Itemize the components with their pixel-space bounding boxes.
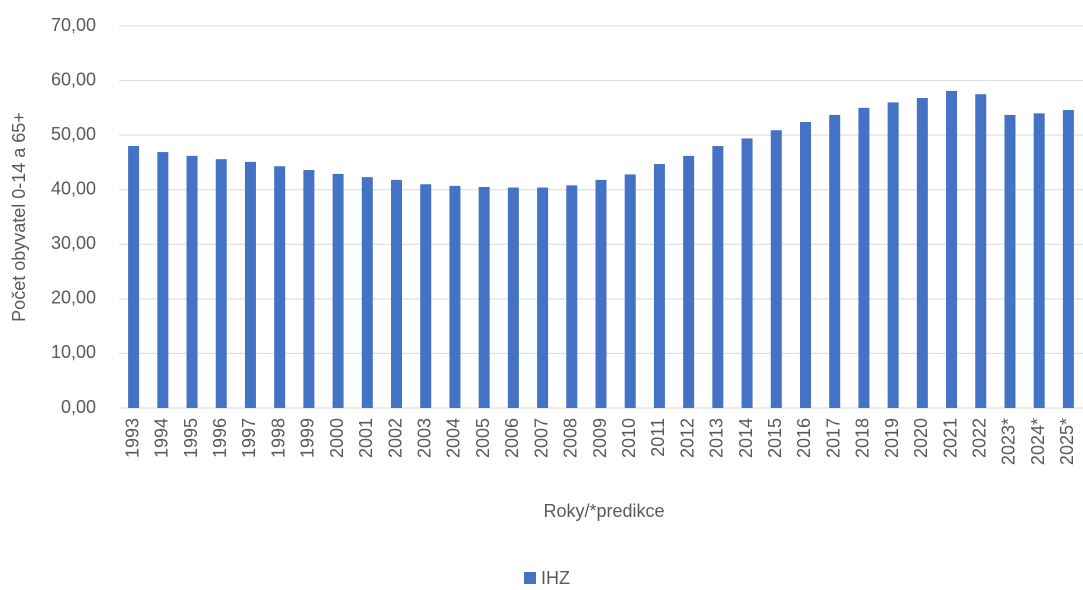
bar <box>946 90 958 408</box>
y-tick-label: 50,00 <box>51 124 96 144</box>
x-tick-label: 2024* <box>1028 418 1048 465</box>
bar <box>449 185 461 408</box>
bar <box>391 179 403 408</box>
x-tick-label: 1997 <box>239 418 259 458</box>
x-tick-label: 2013 <box>707 418 727 458</box>
bar <box>186 155 198 408</box>
x-tick-label: 2000 <box>327 418 347 458</box>
x-tick-label: 1994 <box>152 418 172 458</box>
y-tick-label: 30,00 <box>51 233 96 253</box>
legend-swatch <box>524 572 536 584</box>
y-tick-label: 10,00 <box>51 342 96 362</box>
bar <box>537 187 549 408</box>
x-tick-label: 2021 <box>940 418 960 458</box>
bar <box>157 152 169 408</box>
bar <box>887 102 899 409</box>
x-tick-label: 2011 <box>648 418 668 457</box>
bar <box>683 155 695 408</box>
bar <box>624 174 636 408</box>
x-tick-label: 2006 <box>502 418 522 458</box>
x-tick-label: 2001 <box>356 418 376 458</box>
bar <box>975 94 987 408</box>
bar <box>1004 114 1016 409</box>
x-tick-label: 2003 <box>414 418 434 458</box>
x-tick-label: 2023* <box>999 418 1019 465</box>
bar <box>128 146 140 409</box>
bar <box>1033 113 1045 409</box>
x-tick-label: 2015 <box>765 418 785 458</box>
x-tick-label: 2005 <box>473 418 493 458</box>
x-tick-label: 2014 <box>736 418 756 458</box>
bar <box>478 186 490 408</box>
bar <box>507 187 519 408</box>
x-tick-label: 2017 <box>823 418 843 458</box>
x-tick-label: 2012 <box>677 418 697 458</box>
bar <box>244 161 256 408</box>
bar <box>712 146 724 409</box>
x-tick-label: 2007 <box>531 418 551 458</box>
x-tick-label: 2022 <box>970 418 990 458</box>
x-axis-title: Roky/*predikce <box>543 501 664 521</box>
bar <box>858 107 870 408</box>
bar <box>829 114 841 409</box>
bar <box>595 179 607 408</box>
x-tick-label: 1998 <box>268 418 288 458</box>
bar <box>799 122 811 408</box>
x-tick-label: 2009 <box>590 418 610 458</box>
y-tick-label: 60,00 <box>51 69 96 89</box>
bar <box>361 177 373 408</box>
x-tick-label: 2019 <box>882 418 902 458</box>
bar <box>215 159 227 408</box>
bar <box>420 184 432 408</box>
x-tick-label: 2004 <box>444 418 464 458</box>
bar <box>332 173 344 408</box>
x-tick-label: 2002 <box>385 418 405 458</box>
x-tick-label: 1995 <box>181 418 201 458</box>
bar <box>303 170 315 408</box>
y-tick-label: 70,00 <box>51 15 96 35</box>
y-tick-label: 0,00 <box>61 397 96 417</box>
bar <box>741 138 753 408</box>
x-tick-label: 2025* <box>1057 418 1077 465</box>
x-tick-label: 2008 <box>561 418 581 458</box>
x-tick-label: 2010 <box>619 418 639 458</box>
bar <box>1062 110 1074 408</box>
x-tick-label: 1999 <box>298 418 318 458</box>
x-tick-label: 2020 <box>911 418 931 458</box>
bar <box>916 98 928 408</box>
y-axis-title: Počet obyvatel 0-14 a 65+ <box>9 112 29 322</box>
x-tick-label: 1993 <box>122 418 142 458</box>
x-tick-label: 2016 <box>794 418 814 458</box>
bar <box>770 130 782 408</box>
legend-label: IHZ <box>541 568 570 588</box>
bar <box>566 185 578 408</box>
x-tick-label: 1996 <box>210 418 230 458</box>
y-tick-label: 40,00 <box>51 178 96 198</box>
y-tick-label: 20,00 <box>51 288 96 308</box>
bar <box>653 164 665 408</box>
bar <box>274 166 286 408</box>
x-tick-label: 2018 <box>853 418 873 458</box>
